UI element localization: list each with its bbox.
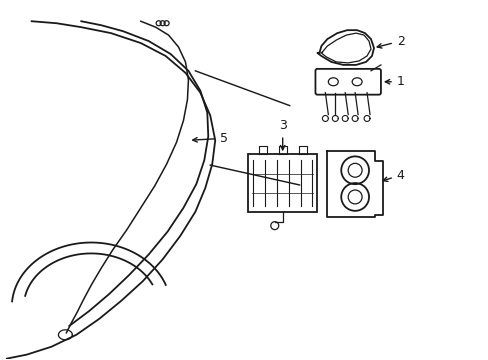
Text: 1: 1 (385, 75, 404, 88)
Text: 3: 3 (278, 120, 286, 150)
Text: 5: 5 (192, 132, 228, 145)
Bar (247, 154, 317, 212)
Text: 4: 4 (382, 168, 404, 181)
Text: 2: 2 (376, 35, 404, 48)
